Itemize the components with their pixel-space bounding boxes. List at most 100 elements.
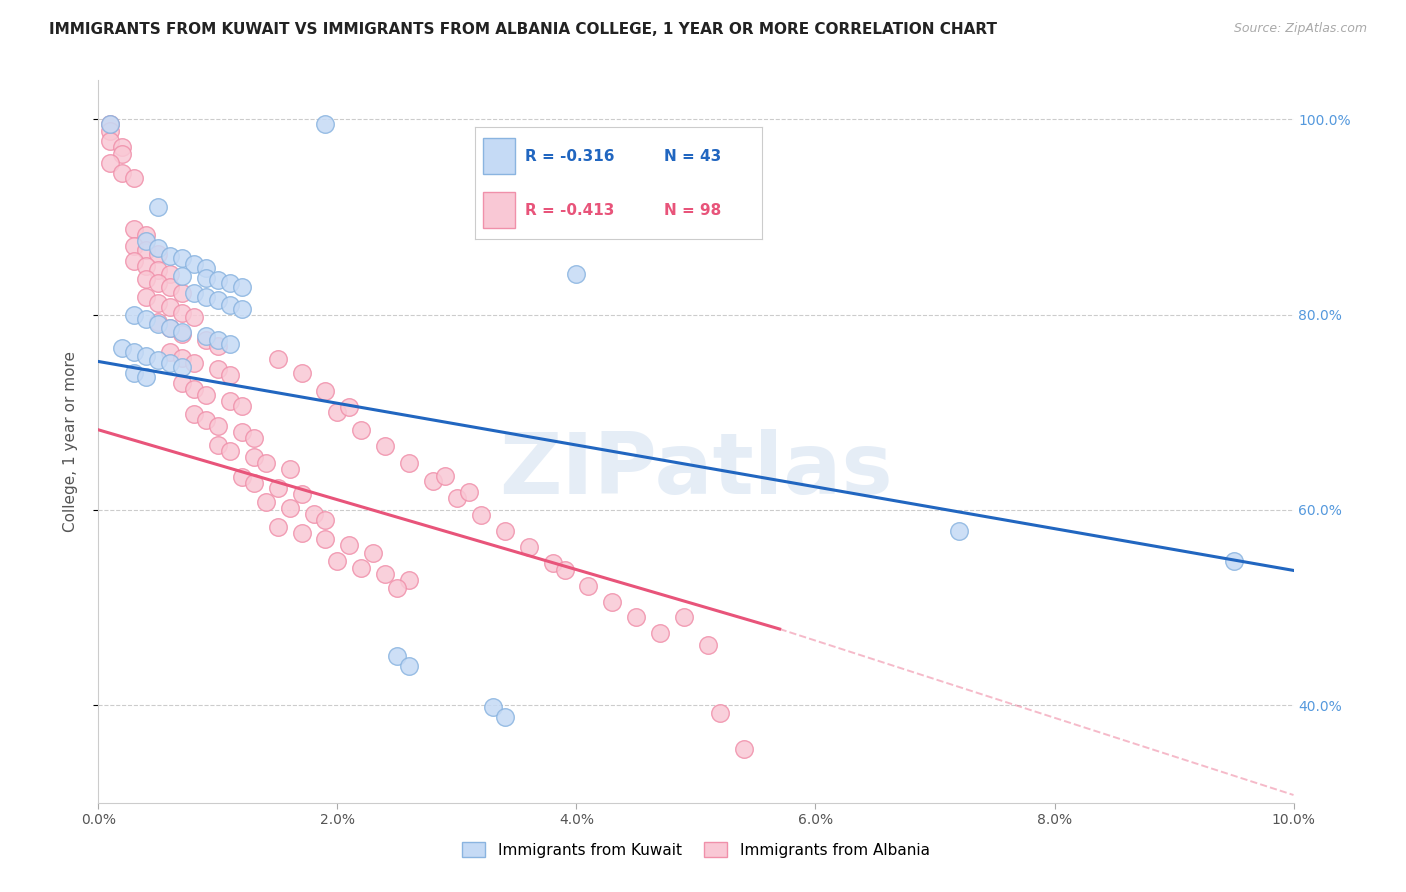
Point: [243, 450, 266, 465]
Point: [111, 139, 134, 153]
Point: [135, 349, 157, 363]
Point: [111, 341, 134, 355]
Point: [494, 524, 516, 539]
Point: [243, 431, 266, 445]
Point: [219, 298, 242, 312]
Point: [231, 280, 253, 294]
Point: [350, 561, 373, 575]
Text: ZIPatlas: ZIPatlas: [499, 429, 893, 512]
Point: [350, 423, 373, 437]
Point: [219, 393, 242, 408]
Point: [948, 524, 970, 539]
Point: [135, 227, 157, 242]
Point: [148, 296, 170, 310]
Point: [219, 368, 242, 383]
Point: [385, 649, 409, 664]
Point: [374, 567, 396, 582]
Point: [195, 270, 218, 285]
Point: [111, 146, 134, 161]
Point: [159, 321, 181, 335]
Point: [302, 507, 325, 521]
Point: [578, 579, 600, 593]
Point: [267, 351, 290, 366]
Point: [458, 485, 481, 500]
Point: [278, 500, 301, 515]
Point: [124, 366, 146, 380]
Point: [183, 257, 205, 271]
Point: [172, 306, 194, 320]
Point: [363, 546, 385, 560]
Point: [159, 321, 181, 335]
Point: [98, 117, 122, 131]
Point: [517, 540, 540, 554]
Point: [219, 337, 242, 351]
Point: [172, 286, 194, 301]
Point: [207, 333, 229, 347]
Point: [135, 259, 157, 273]
Point: [98, 124, 122, 138]
Point: [159, 280, 181, 294]
Point: [124, 221, 146, 235]
Point: [315, 513, 337, 527]
Point: [626, 610, 648, 624]
Point: [207, 293, 229, 307]
Point: [398, 456, 420, 470]
Point: [183, 356, 205, 370]
Point: [326, 554, 349, 568]
Point: [98, 156, 122, 170]
Point: [124, 239, 146, 253]
Point: [231, 469, 253, 483]
Point: [374, 439, 396, 453]
Point: [148, 200, 170, 214]
Point: [207, 273, 229, 287]
Point: [159, 344, 181, 359]
Point: [254, 456, 277, 470]
Point: [602, 595, 624, 609]
Point: [207, 362, 229, 376]
Point: [673, 610, 696, 624]
Text: IMMIGRANTS FROM KUWAIT VS IMMIGRANTS FROM ALBANIA COLLEGE, 1 YEAR OR MORE CORREL: IMMIGRANTS FROM KUWAIT VS IMMIGRANTS FRO…: [49, 22, 997, 37]
Point: [98, 117, 122, 131]
Point: [650, 626, 672, 640]
Point: [207, 339, 229, 353]
Point: [231, 400, 253, 414]
Point: [195, 413, 218, 427]
Point: [183, 382, 205, 396]
Point: [148, 318, 170, 332]
Point: [339, 401, 361, 415]
Point: [219, 444, 242, 458]
Point: [172, 360, 194, 375]
Point: [159, 267, 181, 281]
Point: [315, 117, 337, 131]
Point: [470, 508, 492, 522]
Point: [172, 327, 194, 342]
Point: [183, 286, 205, 301]
Point: [541, 556, 564, 570]
Point: [124, 344, 146, 359]
Point: [482, 700, 505, 714]
Point: [1223, 554, 1246, 568]
Point: [195, 329, 218, 343]
Point: [339, 538, 361, 552]
Point: [195, 333, 218, 347]
Point: [231, 425, 253, 439]
Point: [267, 482, 290, 496]
Point: [135, 243, 157, 257]
Point: [219, 277, 242, 291]
Point: [254, 495, 277, 509]
Point: [385, 581, 409, 595]
Point: [159, 249, 181, 263]
Y-axis label: College, 1 year or more: College, 1 year or more: [63, 351, 77, 532]
Point: [111, 166, 134, 180]
Point: [135, 311, 157, 326]
Point: [733, 742, 755, 756]
Point: [326, 405, 349, 419]
Point: [135, 272, 157, 286]
Point: [446, 491, 468, 505]
Point: [148, 241, 170, 255]
Point: [172, 251, 194, 265]
Point: [148, 247, 170, 261]
Point: [172, 325, 194, 339]
Point: [195, 387, 218, 401]
Point: [159, 356, 181, 370]
